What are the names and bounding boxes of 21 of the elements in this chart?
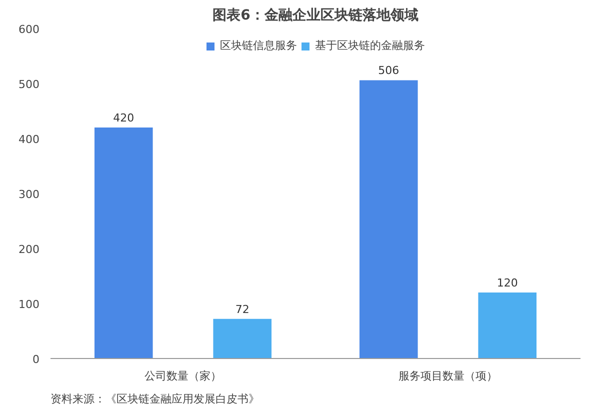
y-tick-label: 600 [18,23,40,36]
y-tick-label: 0 [32,353,40,366]
y-tick-label: 100 [18,298,40,311]
text: 资料来源：《区块链金融应用发展白皮书》 [50,392,260,406]
bar [478,292,537,358]
data-label: 120 [496,276,518,290]
data-label: 506 [378,64,400,78]
legend-label: 基于区块链的金融服务 [315,38,425,53]
x-tick-label: 公司数量（家） [144,370,222,382]
y-tick-label: 400 [18,133,40,146]
chart-title: 图表6：金融企业区块链落地领域 [212,8,418,24]
legend-label: 区块链信息服务 [220,38,297,53]
x-tick-label: 服务项目数量（项） [398,370,498,382]
y-tick-label: 300 [18,188,40,201]
data-label: 72 [235,302,250,316]
y-tick-label: 500 [18,78,40,91]
y-tick-label: 200 [18,243,40,256]
bar [94,128,153,358]
bar [359,80,418,358]
bar [213,318,272,358]
data-label: 420 [113,112,134,124]
